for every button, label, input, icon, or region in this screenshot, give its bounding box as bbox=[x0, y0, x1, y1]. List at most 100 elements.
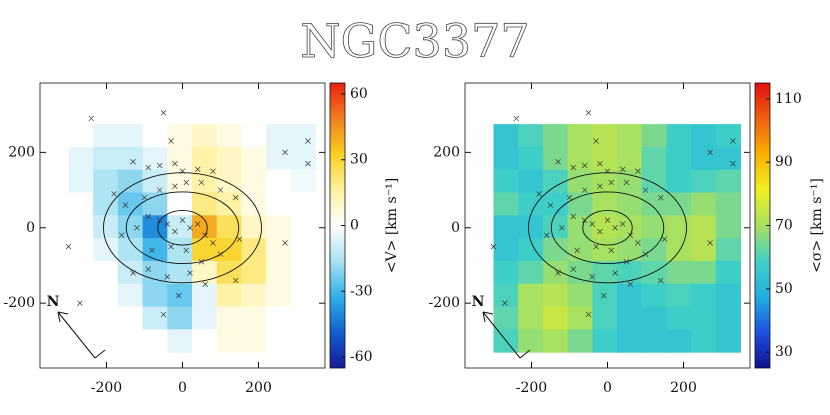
y-tick-label: 0 bbox=[451, 220, 460, 236]
map-cell bbox=[117, 146, 144, 171]
map-cell bbox=[567, 169, 593, 194]
star-position bbox=[490, 243, 497, 250]
star-position bbox=[172, 160, 178, 167]
map-cell bbox=[290, 192, 316, 216]
map-cell bbox=[666, 215, 692, 239]
star-position bbox=[574, 247, 580, 254]
star-position bbox=[623, 179, 630, 186]
colorbar-tick-label: -30 bbox=[350, 283, 373, 299]
map-cell bbox=[641, 306, 667, 330]
map-cell bbox=[518, 192, 544, 216]
map-cell bbox=[142, 215, 168, 239]
map-cell bbox=[68, 124, 94, 148]
map-cell bbox=[241, 215, 267, 239]
map-cell bbox=[142, 238, 168, 262]
star-position bbox=[543, 232, 550, 239]
map-cell bbox=[518, 215, 544, 239]
isophote bbox=[582, 209, 633, 246]
star-position bbox=[77, 300, 83, 306]
star-position bbox=[130, 270, 136, 276]
star-position bbox=[657, 277, 664, 284]
map-cell bbox=[666, 306, 692, 330]
map-cell bbox=[641, 238, 667, 262]
map-cell bbox=[493, 215, 519, 239]
star-position bbox=[566, 194, 573, 201]
map-cell bbox=[192, 329, 218, 353]
map-cell bbox=[167, 238, 193, 262]
star-position bbox=[581, 187, 588, 193]
star-position bbox=[198, 179, 205, 186]
map-cell bbox=[715, 146, 741, 171]
map-cell bbox=[93, 124, 119, 148]
map-cell bbox=[216, 329, 242, 353]
map-cell bbox=[567, 260, 593, 285]
map-cell bbox=[617, 329, 643, 353]
map-cell bbox=[493, 306, 519, 330]
y-tick-label: 0 bbox=[26, 220, 35, 236]
map-cell bbox=[192, 260, 218, 285]
map-cell bbox=[167, 283, 193, 308]
star-position bbox=[232, 277, 239, 284]
map-cell bbox=[290, 329, 316, 353]
star-position bbox=[198, 258, 205, 265]
map-cell bbox=[567, 124, 593, 148]
map-cell bbox=[666, 329, 692, 353]
star-position bbox=[608, 179, 615, 186]
map-cell bbox=[192, 238, 218, 262]
map-cell bbox=[117, 260, 144, 285]
star-position bbox=[168, 138, 174, 144]
star-position bbox=[168, 243, 174, 250]
map-cell bbox=[117, 306, 144, 330]
map-cell bbox=[266, 192, 292, 216]
map-cell bbox=[715, 260, 741, 285]
map-cell bbox=[266, 283, 292, 308]
map-cell bbox=[715, 192, 741, 216]
map-cell bbox=[518, 260, 544, 285]
colorbar-tick-label: 30 bbox=[775, 344, 793, 360]
map-cell bbox=[592, 146, 618, 171]
map-cell bbox=[142, 124, 168, 148]
star-position bbox=[597, 228, 603, 235]
map-cell bbox=[117, 169, 144, 194]
map-cell bbox=[241, 124, 267, 148]
map-cell bbox=[266, 306, 292, 330]
map-cell bbox=[93, 306, 119, 330]
x-tick-label: 0 bbox=[603, 380, 612, 396]
map-cell bbox=[493, 146, 519, 171]
map-cell bbox=[715, 215, 741, 239]
star-position bbox=[88, 115, 95, 122]
map-cell bbox=[241, 306, 267, 330]
compass-arrow bbox=[482, 311, 531, 359]
map-cell bbox=[518, 283, 544, 308]
star-position bbox=[570, 213, 577, 220]
star-position bbox=[619, 166, 626, 173]
star-position bbox=[642, 187, 649, 193]
map-cell bbox=[641, 329, 667, 353]
map-cell bbox=[617, 215, 643, 239]
star-position bbox=[661, 236, 668, 242]
compass-label: N bbox=[472, 294, 485, 310]
map-cell bbox=[592, 215, 618, 239]
map-cell bbox=[93, 169, 119, 194]
map-cell bbox=[68, 169, 94, 194]
map-cell bbox=[290, 169, 316, 194]
star-position bbox=[232, 194, 239, 201]
star-position bbox=[593, 243, 599, 250]
map-cell bbox=[192, 215, 218, 239]
map-cell bbox=[68, 238, 94, 262]
map-cell bbox=[567, 329, 593, 353]
star-position bbox=[597, 183, 603, 190]
map-cell bbox=[241, 238, 267, 262]
star-position bbox=[183, 247, 190, 254]
star-position bbox=[730, 160, 736, 167]
colorbar-tick-label: 30 bbox=[350, 152, 368, 168]
star-position bbox=[160, 110, 167, 116]
map-cell bbox=[691, 329, 717, 353]
map-cell bbox=[266, 329, 292, 353]
star-position bbox=[513, 115, 520, 122]
map-cell bbox=[518, 306, 544, 330]
map-cell bbox=[617, 169, 643, 194]
map-cell bbox=[592, 306, 618, 330]
x-tick-label: 200 bbox=[245, 380, 272, 396]
map-cell bbox=[617, 260, 643, 285]
